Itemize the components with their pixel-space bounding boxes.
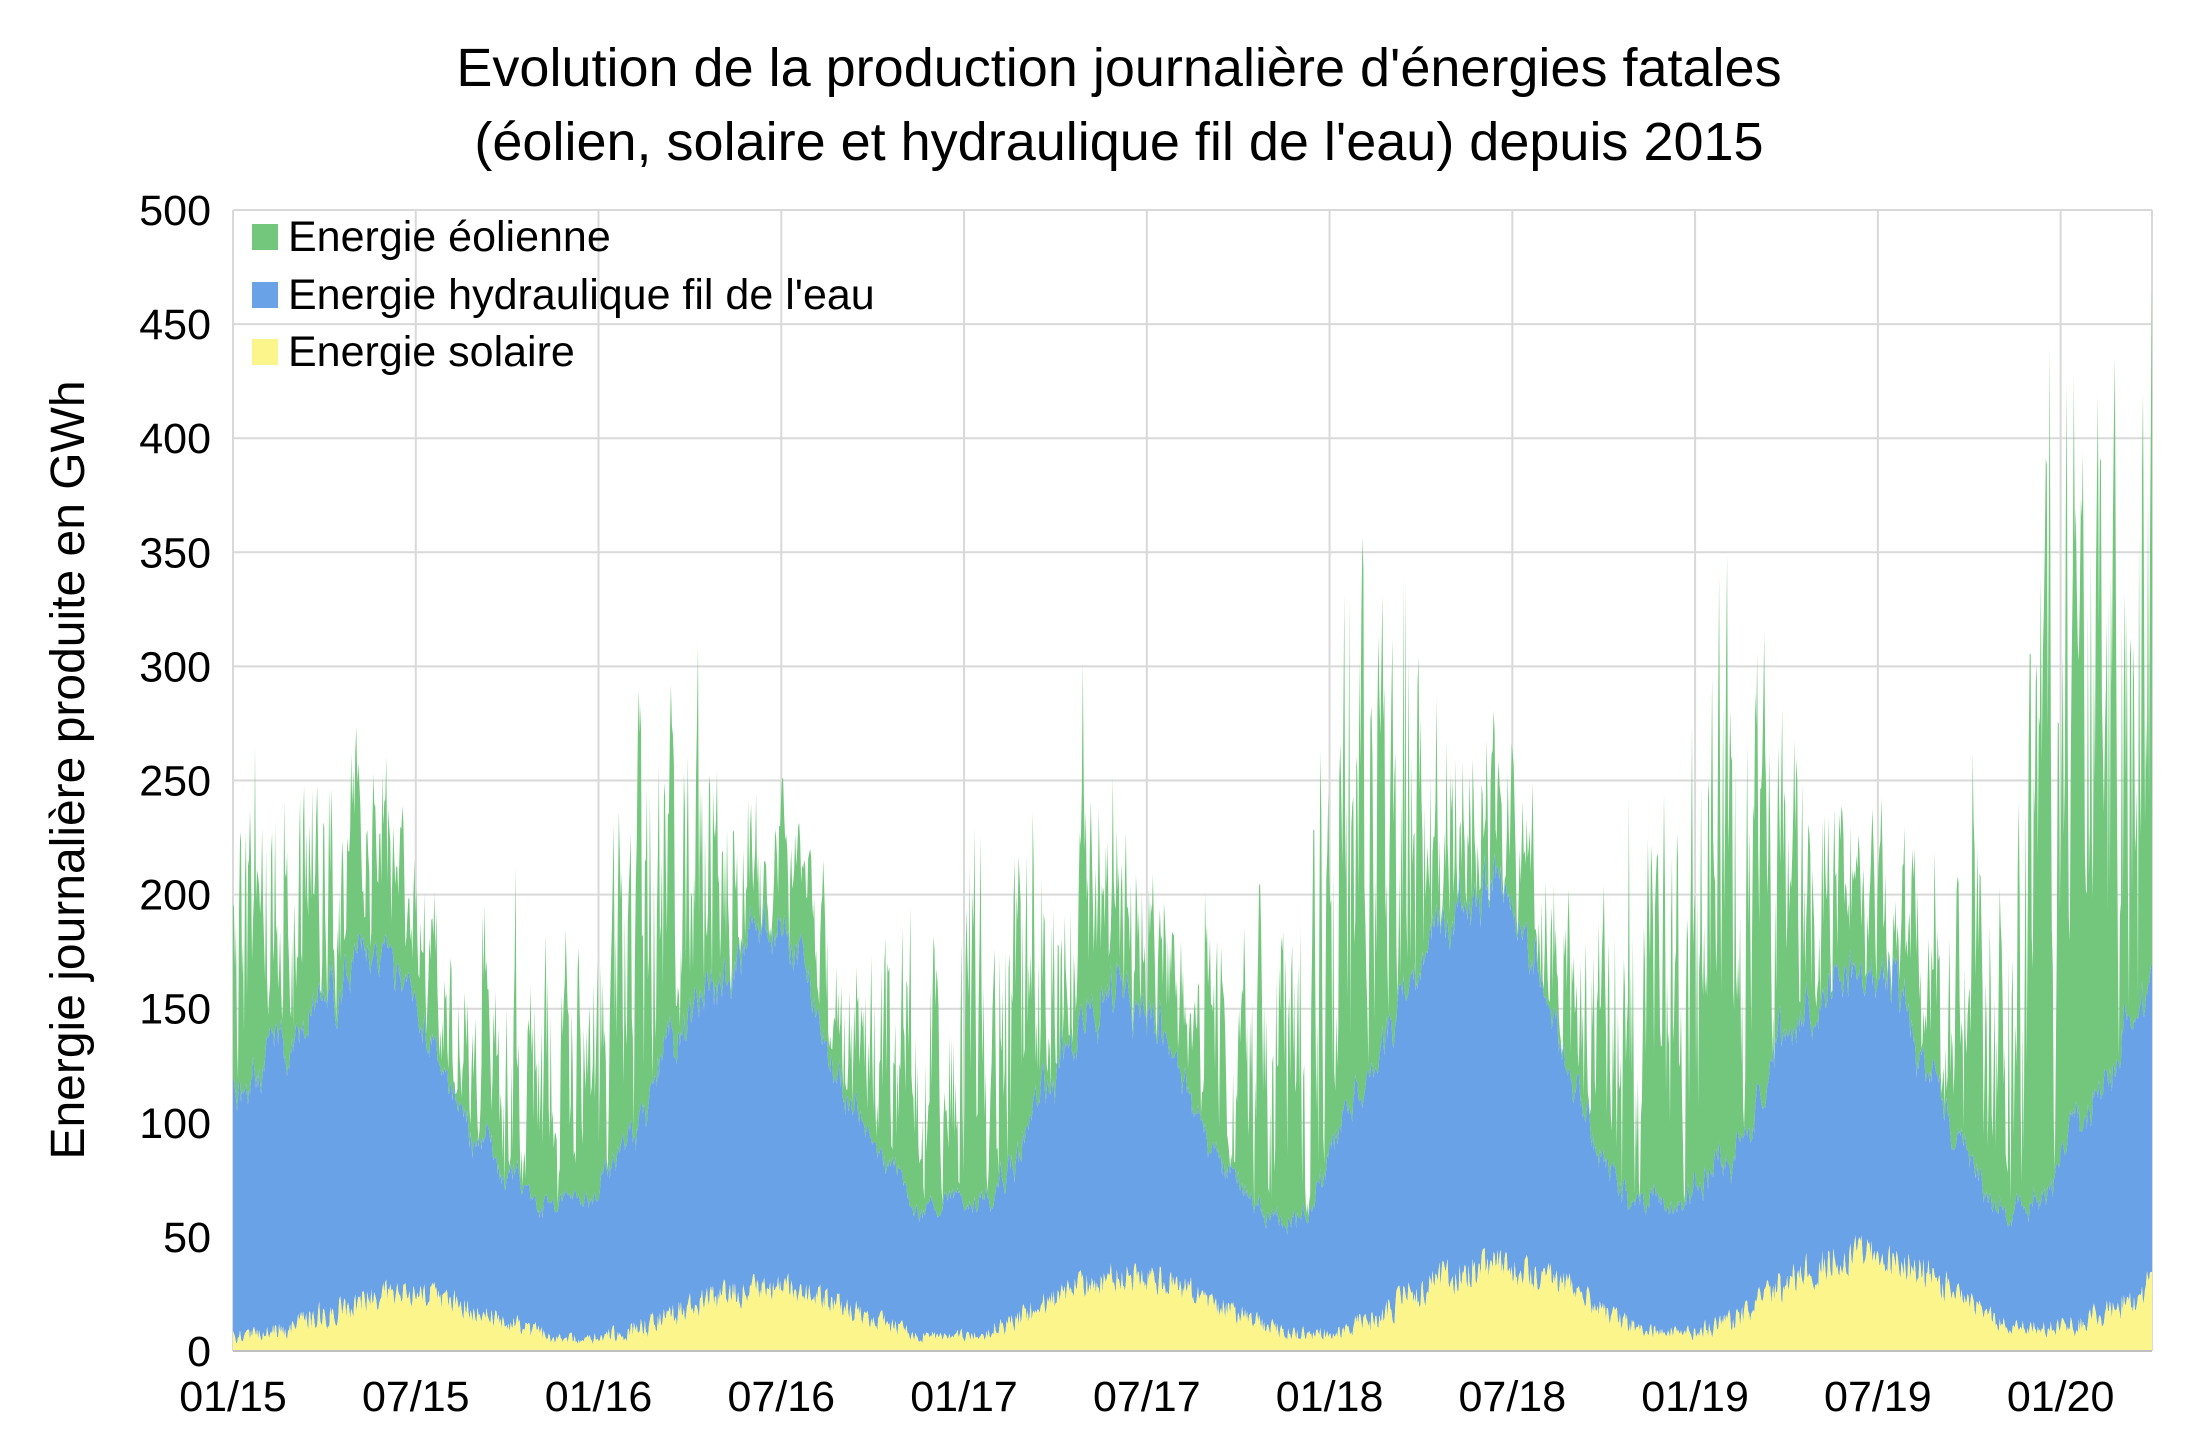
legend-label-hydraulique: Energie hydraulique fil de l'eau	[288, 271, 875, 319]
y-tick-label: 100	[139, 1100, 211, 1148]
y-tick-label: 200	[139, 872, 211, 920]
y-tick-label: 50	[163, 1214, 211, 1262]
y-axis-ticks: 0 50 100 150 200 250 300 350 400 450 500	[139, 187, 211, 1376]
y-tick-label: 450	[139, 301, 211, 349]
x-tick-label: 01/20	[2007, 1373, 2115, 1421]
y-tick-label: 300	[139, 643, 211, 691]
y-tick-label: 400	[139, 415, 211, 463]
x-tick-label: 07/16	[727, 1373, 835, 1421]
y-tick-label: 350	[139, 529, 211, 577]
x-tick-label: 01/16	[545, 1373, 653, 1421]
area-energie-solaire	[233, 1235, 2152, 1351]
x-tick-label: 01/19	[1641, 1373, 1749, 1421]
y-tick-label: 500	[139, 187, 211, 235]
x-tick-label: 07/18	[1459, 1373, 1567, 1421]
plot-areas	[233, 288, 2152, 1351]
y-tick-label: 250	[139, 758, 211, 806]
x-axis-ticks: 01/15 07/15 01/16 07/16 01/17 07/17 01/18 07/18…	[179, 1373, 2114, 1421]
y-axis-title: Energie journalière produite en GWh	[42, 380, 95, 1159]
x-tick-label: 07/15	[362, 1373, 470, 1421]
area-energie-hydraulique	[233, 852, 2152, 1345]
chart-title-line-2: (éolien, solaire et hydraulique fil de l…	[474, 112, 1763, 172]
chart-title: Evolution de la production journalière d…	[456, 38, 1781, 172]
legend: Energie éolienne Energie hydraulique fil…	[252, 213, 875, 376]
x-tick-label: 07/19	[1824, 1373, 1932, 1421]
legend-label-eolienne: Energie éolienne	[288, 213, 611, 261]
legend-swatch-solaire	[252, 339, 278, 365]
legend-swatch-eolienne	[252, 224, 278, 250]
area-energie-eolienne	[233, 288, 2152, 1236]
y-tick-label: 150	[139, 986, 211, 1034]
x-tick-label: 01/18	[1276, 1373, 1384, 1421]
legend-label-solaire: Energie solaire	[288, 328, 575, 376]
legend-swatch-hydraulique	[252, 282, 278, 308]
x-tick-label: 07/17	[1093, 1373, 1201, 1421]
x-tick-label: 01/17	[910, 1373, 1018, 1421]
chart-title-line-1: Evolution de la production journalière d…	[456, 38, 1781, 98]
x-tick-label: 01/15	[179, 1373, 287, 1421]
y-tick-label: 0	[187, 1328, 211, 1376]
